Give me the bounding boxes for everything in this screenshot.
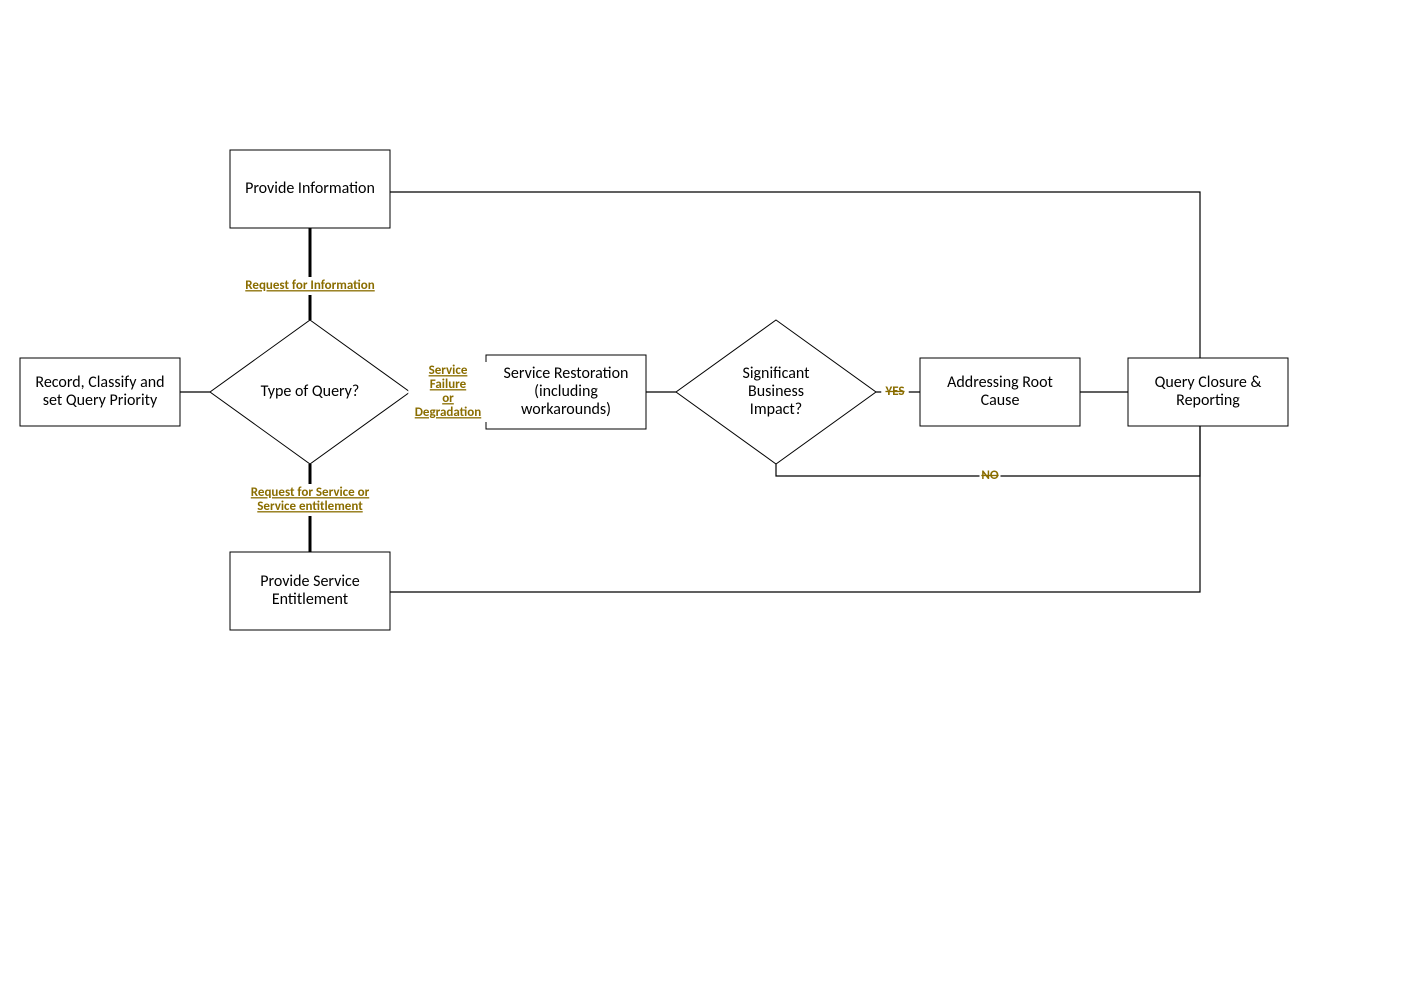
svg-text:YES: YES — [884, 384, 904, 399]
node-provInfo: Provide Information — [230, 150, 390, 228]
svg-text:set Query Priority: set Query Priority — [43, 391, 158, 410]
flowchart-diagram: Record, Classify andset Query Priority Ty… — [0, 0, 1403, 992]
svg-text:workarounds): workarounds) — [521, 400, 611, 419]
edge-label-impact-yes-root: YES — [884, 384, 904, 399]
edge-label-type-to-provInfo: Request for Information — [245, 278, 374, 293]
svg-text:Record, Classify and: Record, Classify and — [35, 373, 164, 392]
node-root: Addressing RootCause — [920, 358, 1080, 426]
svg-text:Service: Service — [429, 363, 468, 378]
edge-label-impact-no-closure: NO — [981, 468, 999, 483]
node-closure: Query Closure &Reporting — [1128, 358, 1288, 426]
svg-text:Service Restoration: Service Restoration — [504, 364, 629, 383]
svg-text:Type of Query?: Type of Query? — [261, 382, 360, 401]
svg-text:Degradation: Degradation — [415, 405, 482, 420]
node-restore: Service Restoration(includingworkarounds… — [486, 355, 646, 429]
svg-text:Failure: Failure — [430, 377, 467, 392]
node-impact: SignificantBusinessImpact? — [676, 320, 876, 464]
svg-text:or: or — [442, 391, 454, 406]
svg-text:Provide Information: Provide Information — [245, 179, 375, 198]
svg-text:Cause: Cause — [981, 391, 1020, 410]
svg-text:Impact?: Impact? — [750, 400, 802, 419]
svg-text:(including: (including — [534, 382, 598, 401]
svg-text:Business: Business — [748, 382, 804, 401]
svg-text:Request for Information: Request for Information — [245, 278, 374, 293]
svg-text:Request for Service or: Request for Service or — [251, 485, 370, 500]
svg-text:Significant: Significant — [742, 364, 810, 383]
svg-text:Provide Service: Provide Service — [260, 572, 360, 591]
node-type: Type of Query? — [210, 320, 410, 464]
svg-text:Service entitlement: Service entitlement — [257, 499, 363, 514]
svg-text:Query Closure &: Query Closure & — [1155, 373, 1262, 392]
svg-text:Addressing Root: Addressing Root — [947, 373, 1053, 392]
node-provServ: Provide ServiceEntitlement — [230, 552, 390, 630]
svg-text:Entitlement: Entitlement — [272, 590, 349, 609]
nodes-layer: Record, Classify andset Query Priority Ty… — [20, 150, 1288, 630]
edge-label-type-to-provServ: Request for Service orService entitlemen… — [251, 485, 370, 514]
svg-text:Reporting: Reporting — [1176, 391, 1240, 410]
svg-text:NO: NO — [981, 468, 999, 483]
node-record: Record, Classify andset Query Priority — [20, 358, 180, 426]
